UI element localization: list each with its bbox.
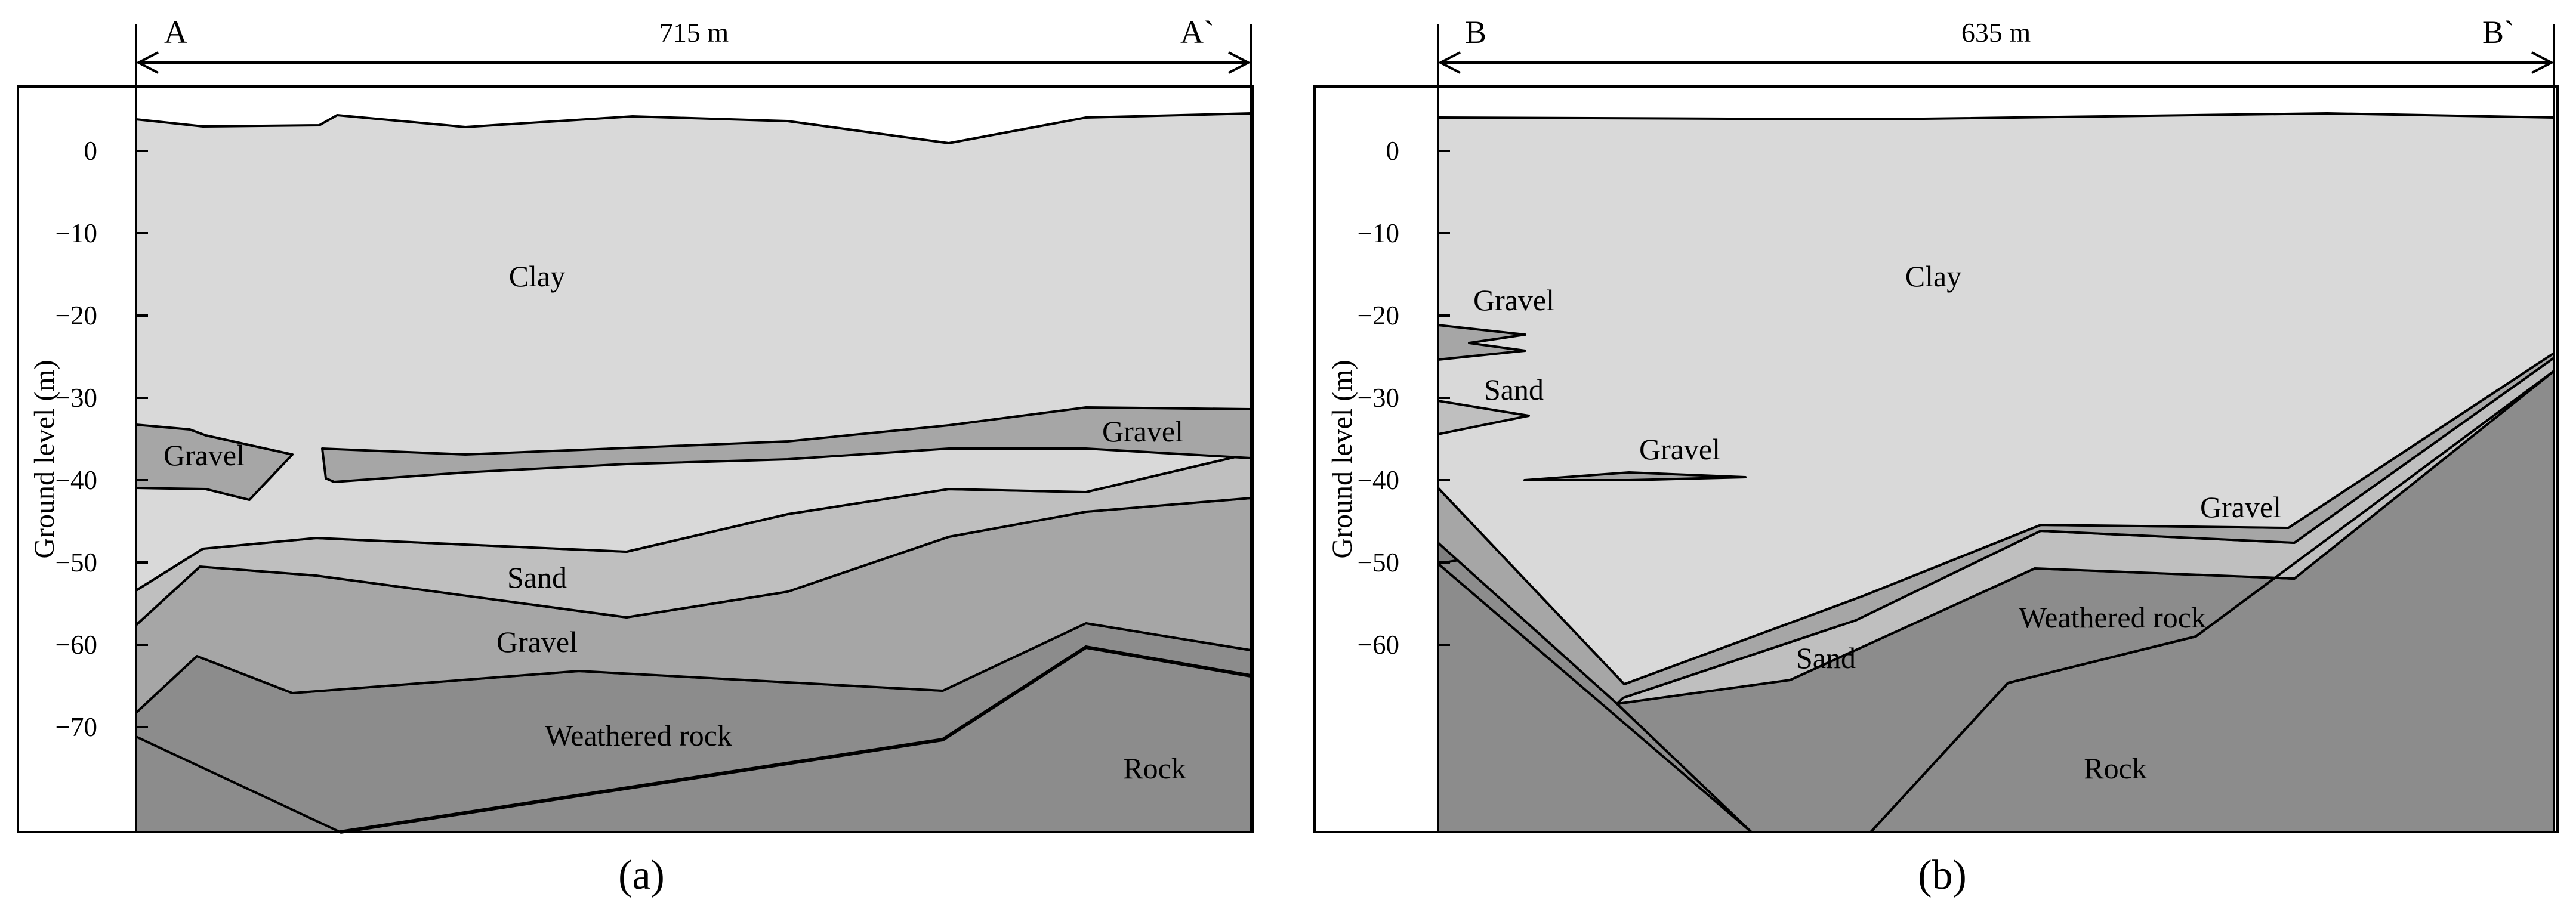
panel-b-gravel-upper-label: Gravel xyxy=(1473,283,1554,317)
panel-b-weathered-rock-label: Weathered rock xyxy=(2019,601,2206,634)
panel-a-gravel-right-label: Gravel xyxy=(1102,415,1183,448)
y-tick-label: 0 xyxy=(1386,136,1400,166)
panel-a-rock-label: Rock xyxy=(1123,752,1186,785)
panel-b-y-ticks: 0 −10 −20 −30 −40 −50 −60 xyxy=(1358,136,1450,660)
panel-b-y-axis-title: Ground level (m) xyxy=(1326,360,1358,558)
panel-b-deep-contact-left xyxy=(1437,562,1753,833)
panel-a-gravel-mid-label: Gravel xyxy=(496,625,578,658)
y-tick-label: −50 xyxy=(1358,548,1399,577)
panel-a-sand-label: Sand xyxy=(507,561,567,594)
panel-b-span-arrow-right xyxy=(2531,51,2555,74)
panel-a-y-ticks: 0 −10 −20 −30 −40 −50 −60 −70 xyxy=(55,136,148,742)
y-tick-label: 0 xyxy=(84,136,98,166)
panel-a-end-label: A` xyxy=(1180,14,1214,50)
panel-a-gravel-lens-left xyxy=(135,423,294,501)
y-tick-label: −10 xyxy=(55,218,97,248)
panel-b-start-label: B xyxy=(1465,14,1486,50)
panel-b-clay-layer xyxy=(1437,112,2555,685)
y-tick-label: −40 xyxy=(1358,465,1399,495)
panel-b-rock-label: Rock xyxy=(2084,752,2147,785)
panel-a-span-label: 715 m xyxy=(659,17,729,48)
y-tick-label: −40 xyxy=(55,465,97,495)
panel-a-deep-contact xyxy=(135,735,341,833)
panel-a-rock-contact xyxy=(340,645,1251,834)
panel-b-tag: (b) xyxy=(1918,852,1967,898)
panel-b: 0 −10 −20 −30 −40 −50 −60 Ground level (m) 635… xyxy=(1313,14,2559,898)
y-tick-label: −30 xyxy=(1358,383,1399,413)
y-tick-label: −50 xyxy=(55,548,97,577)
panel-b-span-label: 635 m xyxy=(1961,17,2031,48)
panel-a-span-arrow-right xyxy=(1228,51,1251,74)
panel-b-clay-label: Clay xyxy=(1905,259,1961,293)
panel-a-weathered-rock-label: Weathered rock xyxy=(545,719,732,752)
panel-b-gravel-right-label: Gravel xyxy=(2200,490,2281,524)
panel-a-span-arrow-left xyxy=(135,51,159,74)
panel-b-deep-contact-right xyxy=(1869,370,2555,833)
panel-a-gravel-lens-right xyxy=(321,406,1252,483)
y-tick-label: −10 xyxy=(1358,218,1399,248)
panel-b-sand-left-label: Sand xyxy=(1484,373,1544,406)
y-tick-label: −20 xyxy=(55,301,97,330)
panel-a-clay-label: Clay xyxy=(509,259,565,293)
y-tick-label: −70 xyxy=(55,712,97,742)
y-tick-label: −60 xyxy=(1358,630,1399,660)
y-tick-label: −20 xyxy=(1358,301,1399,330)
panel-b-gravel-lens xyxy=(1523,471,1747,481)
panel-a-tag: (a) xyxy=(618,852,665,898)
panel-a: 0−10−20−30−40−50−60−70 Ground level (m) … xyxy=(17,14,1254,898)
y-tick-label: −60 xyxy=(55,630,97,660)
panel-b-end-label: B` xyxy=(2482,14,2515,50)
panel-b-sand-bottom-label: Sand xyxy=(1796,641,1856,675)
panel-a-start-label: A xyxy=(164,14,187,50)
panel-b-span-arrow-left xyxy=(1437,51,1461,74)
y-tick-label: −30 xyxy=(55,383,97,413)
panel-a-y-axis-title: Ground level (m) xyxy=(29,360,60,558)
panel-b-gravel-lens-label: Gravel xyxy=(1639,432,1720,466)
panel-a-gravel-left-label: Gravel xyxy=(163,438,245,472)
